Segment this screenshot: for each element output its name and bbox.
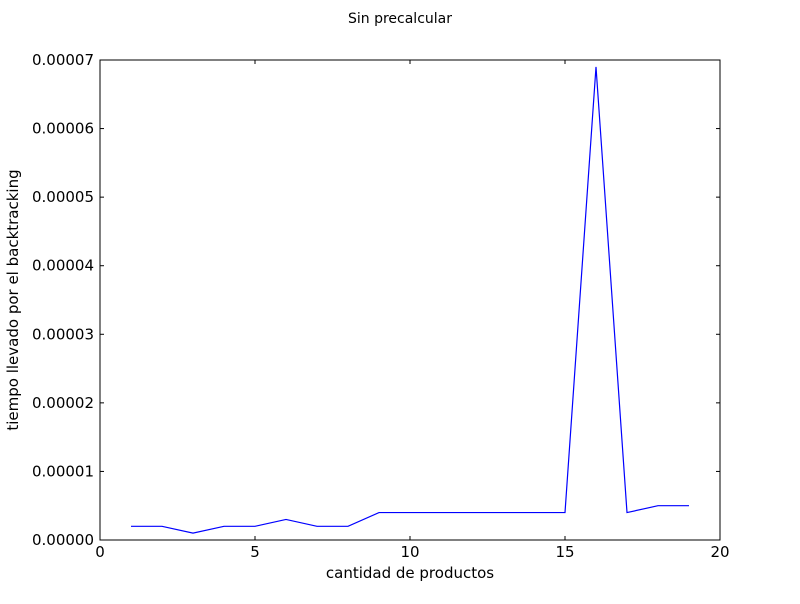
x-tick-label: 5 [250, 543, 260, 561]
plot-frame [99, 59, 721, 541]
chart-title: Sin precalcular [348, 11, 452, 27]
series-layer [131, 66, 689, 534]
x-axis-label: cantidad de productos [326, 564, 494, 582]
x-tick-label: 0 [95, 543, 105, 561]
y-tick-label: 0.00006 [32, 120, 94, 138]
x-tick-label: 20 [710, 543, 729, 561]
x-tick-label: 15 [555, 543, 574, 561]
ticks-layer: 0 5 10 15 20 0.00000 0.00001 0.00002 0.00003 0.00… [32, 51, 730, 561]
y-tick-label: 0.00007 [32, 51, 94, 69]
y-tick-label: 0.00005 [32, 188, 94, 206]
y-tick-label: 0.00003 [32, 325, 94, 343]
y-axis-label: tiempo llevado por el backtracking [4, 169, 22, 430]
y-tick-label: 0.00000 [32, 531, 94, 549]
y-tick-label: 0.00002 [32, 394, 94, 412]
y-tick-label: 0.00001 [32, 462, 94, 480]
x-tick-label: 10 [400, 543, 419, 561]
y-tick-label: 0.00004 [32, 257, 94, 275]
series-line-0 [131, 66, 689, 534]
